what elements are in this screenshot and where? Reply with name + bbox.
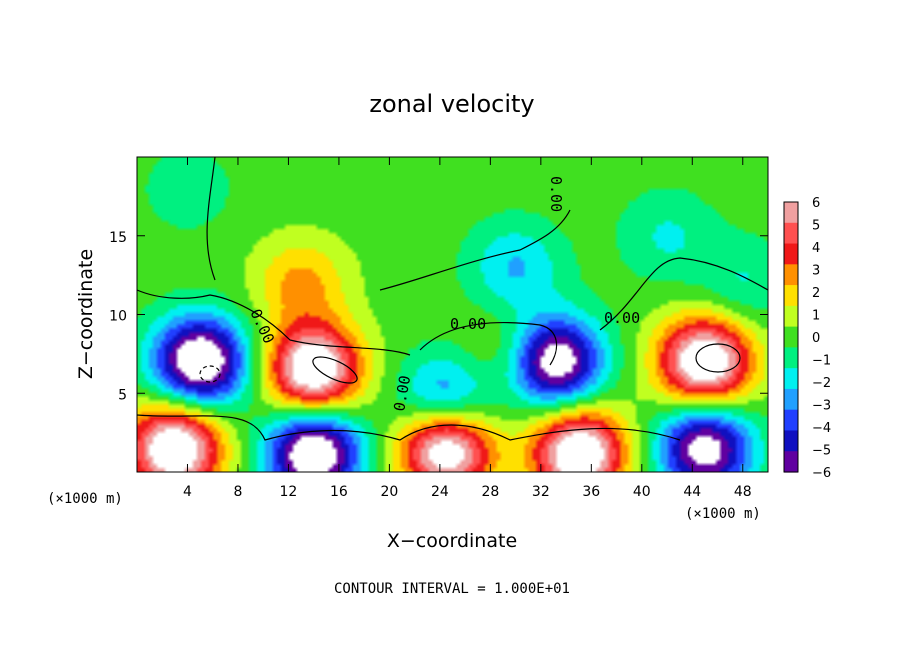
x-tick-label: 40 <box>633 484 651 500</box>
contour-lines <box>136 156 769 441</box>
contour-label: 0.00 <box>390 374 414 413</box>
x-unit-label-right: (×1000 m) <box>685 506 761 522</box>
colorbar-tick-label: −5 <box>812 444 831 459</box>
colorbar-tick-label: 5 <box>812 219 820 234</box>
colorbar-swatch <box>784 368 798 390</box>
y-axis-ticks: 5 10 15 <box>109 230 768 403</box>
x-tick-label: 48 <box>734 484 752 500</box>
y-tick-label: 15 <box>109 230 127 246</box>
colorbar-tick-label: −1 <box>812 354 831 369</box>
colorbar-swatch <box>784 451 798 473</box>
colorbar-swatch <box>784 285 798 307</box>
colorbar-tick-label: 6 <box>812 196 820 211</box>
zero-contour-low <box>136 414 681 441</box>
colorbar-tick-label: 0 <box>812 331 820 346</box>
colorbar-labels: 6 5 4 3 2 1 0 −1 −2 −3 −4 −5 −6 <box>812 196 831 481</box>
x-tick-label: 16 <box>330 484 348 500</box>
colorbar-tick-label: 2 <box>812 286 820 301</box>
colorbar-swatches <box>784 202 798 473</box>
y-tick-label: 5 <box>118 387 127 403</box>
colorbar-tick-label: −6 <box>812 466 831 481</box>
plot-area: 0.00 0.00 0.00 0.00 0.00 <box>136 156 769 473</box>
x-tick-label: 32 <box>532 484 550 500</box>
colorbar-frame <box>783 201 799 473</box>
colorbar-swatch <box>784 305 798 328</box>
colorbar-swatch <box>784 202 798 224</box>
colorbar-tick-label: −3 <box>812 399 831 414</box>
contour-label: 0.00 <box>547 176 565 212</box>
x-tick-label: 24 <box>431 484 449 500</box>
x-tick-label: 28 <box>481 484 499 500</box>
contour-ring-center <box>312 356 358 384</box>
zero-contour-top <box>206 156 571 291</box>
colorbar-tick-label: 1 <box>812 309 820 324</box>
chart-title: zonal velocity <box>369 90 534 118</box>
colorbar-tick-label: −4 <box>812 421 831 436</box>
contour-ring-right <box>695 343 741 373</box>
colorbar-swatch <box>784 326 798 348</box>
x-unit-label-left: (×1000 m) <box>47 491 123 507</box>
zero-contour-mid <box>419 321 558 366</box>
colorbar-swatch <box>784 264 798 286</box>
colorbar-swatch <box>784 430 798 452</box>
x-tick-label: 20 <box>380 484 398 500</box>
colorbar-swatch <box>784 409 798 432</box>
colorbar-tick-label: 3 <box>812 264 820 279</box>
colorbar-swatch <box>784 222 798 245</box>
x-axis-ticks: 4 8 12 16 20 24 28 32 36 40 44 48 <box>183 157 752 500</box>
x-tick-label: 12 <box>280 484 298 500</box>
zero-contour-left <box>136 289 411 356</box>
colorbar-tick-label: 4 <box>812 241 820 256</box>
colorbar-swatch <box>784 388 798 411</box>
colorbar: 6 5 4 3 2 1 0 −1 −2 −3 −4 −5 −6 <box>783 196 831 481</box>
x-tick-label: 36 <box>582 484 600 500</box>
y-tick-label: 10 <box>109 309 127 325</box>
x-axis-label: X−coordinate <box>387 530 517 552</box>
x-tick-label: 4 <box>183 484 192 500</box>
y-axis-label: Z−coordinate <box>75 249 97 379</box>
colorbar-swatch <box>784 347 798 369</box>
x-tick-label: 8 <box>233 484 242 500</box>
contour-label: 0.00 <box>450 315 486 333</box>
colorbar-swatch <box>784 243 798 265</box>
contour-label: 0.00 <box>604 309 640 327</box>
contour-interval-note: CONTOUR INTERVAL = 1.000E+01 <box>334 581 570 597</box>
colorbar-tick-label: −2 <box>812 376 831 391</box>
zero-contour-right <box>599 257 769 331</box>
x-tick-label: 44 <box>683 484 701 500</box>
contour-ring-left-dashed <box>199 365 221 383</box>
